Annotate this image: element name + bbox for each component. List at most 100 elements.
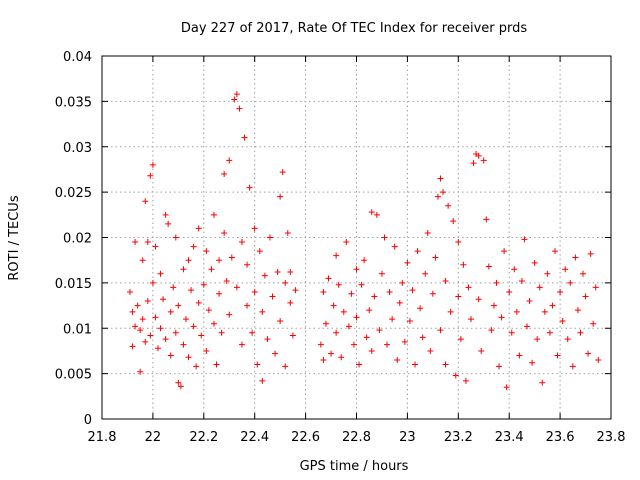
data-point xyxy=(167,352,174,359)
data-point xyxy=(167,308,174,315)
data-point xyxy=(577,329,584,336)
data-point xyxy=(384,341,391,348)
data-point xyxy=(475,296,482,303)
data-point xyxy=(137,368,144,375)
data-point xyxy=(343,239,350,246)
data-point xyxy=(205,307,212,314)
data-point xyxy=(389,316,396,323)
data-point xyxy=(536,284,543,291)
data-point xyxy=(503,384,510,391)
data-point xyxy=(175,302,182,309)
data-point xyxy=(218,329,225,336)
data-point xyxy=(424,229,431,236)
data-point xyxy=(195,225,202,232)
data-point xyxy=(490,302,497,309)
data-point xyxy=(142,338,149,345)
x-tick-label: 23.4 xyxy=(495,430,524,445)
data-point xyxy=(333,329,340,336)
y-tick-label: 0.025 xyxy=(55,186,92,201)
data-point xyxy=(585,350,592,357)
data-point xyxy=(391,243,398,250)
data-point xyxy=(434,193,441,200)
data-point xyxy=(350,341,357,348)
x-tick-label: 21.8 xyxy=(88,430,117,445)
data-point xyxy=(139,316,146,323)
data-point xyxy=(292,287,299,294)
data-point xyxy=(452,372,459,379)
data-point xyxy=(129,308,136,315)
data-point xyxy=(371,293,378,300)
data-point xyxy=(521,236,528,243)
data-point xyxy=(142,198,149,205)
data-point xyxy=(468,316,475,323)
data-point xyxy=(170,284,177,291)
data-point xyxy=(154,345,161,352)
data-point xyxy=(244,302,251,309)
data-point xyxy=(368,209,375,216)
data-point xyxy=(289,332,296,339)
x-tick-label: 22 xyxy=(145,430,162,445)
y-tick-label: 0.04 xyxy=(63,50,92,65)
data-point xyxy=(524,323,531,330)
data-point xyxy=(223,278,230,285)
data-point xyxy=(429,290,436,297)
data-point xyxy=(409,287,416,294)
data-point xyxy=(190,323,197,330)
data-point xyxy=(567,279,574,286)
data-point xyxy=(353,314,360,321)
data-point xyxy=(340,308,347,315)
data-point xyxy=(531,259,538,266)
data-point xyxy=(513,308,520,315)
data-point xyxy=(261,272,268,279)
data-point xyxy=(442,361,449,368)
data-point xyxy=(200,281,207,288)
data-point xyxy=(287,268,294,275)
data-point xyxy=(322,320,329,327)
data-point xyxy=(412,361,419,368)
data-point xyxy=(493,279,500,286)
data-point xyxy=(498,314,505,321)
data-point xyxy=(399,279,406,286)
data-point xyxy=(152,243,159,250)
data-point xyxy=(238,239,245,246)
data-point xyxy=(378,270,385,277)
data-point xyxy=(251,288,258,295)
data-point xyxy=(238,341,245,348)
data-point xyxy=(488,327,495,334)
data-point xyxy=(149,161,156,168)
data-point xyxy=(282,363,289,370)
data-point xyxy=(152,314,159,321)
data-point xyxy=(226,157,233,164)
data-point xyxy=(147,332,154,339)
data-point xyxy=(272,350,279,357)
data-point xyxy=(195,299,202,306)
data-point xyxy=(210,320,217,327)
data-point xyxy=(259,377,266,384)
data-point xyxy=(210,211,217,218)
data-point xyxy=(440,189,447,196)
data-point xyxy=(501,248,508,255)
data-point xyxy=(162,336,169,343)
data-point xyxy=(317,341,324,348)
data-point xyxy=(282,279,289,286)
x-axis-label: GPS time / hours xyxy=(300,459,409,474)
data-point xyxy=(157,325,164,332)
data-point xyxy=(279,169,286,176)
data-point xyxy=(264,336,271,343)
data-point xyxy=(363,334,370,341)
data-point xyxy=(266,234,273,241)
grid-lines xyxy=(102,56,611,419)
data-point xyxy=(516,352,523,359)
data-point xyxy=(177,383,184,390)
data-point xyxy=(165,220,172,227)
data-point xyxy=(137,327,144,334)
data-point xyxy=(126,288,133,295)
data-point xyxy=(381,234,388,241)
data-point xyxy=(345,323,352,330)
data-point xyxy=(478,347,485,354)
y-axis-label: ROTI / TECUs xyxy=(7,195,22,280)
data-point xyxy=(361,257,368,264)
data-point xyxy=(518,278,525,285)
data-point xyxy=(353,266,360,273)
data-point xyxy=(216,257,223,264)
